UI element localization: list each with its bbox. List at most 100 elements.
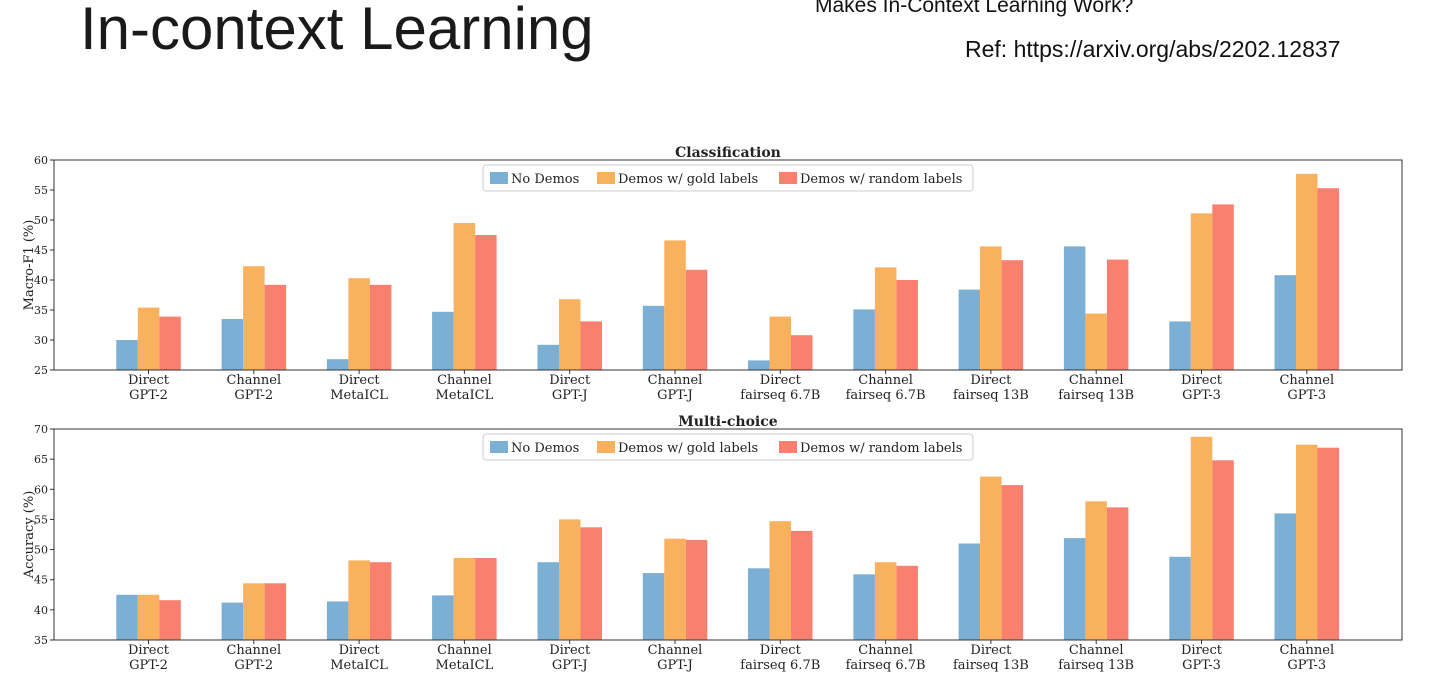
multichoice-xtick-label-line1: Channel (437, 643, 492, 658)
multichoice-bar-0-4 (537, 562, 559, 640)
classification-legend-label: No Demos (511, 172, 579, 187)
multichoice-xtick-label-line2: GPT-2 (234, 658, 273, 673)
classification-bar-1-1 (243, 266, 265, 370)
classification-xtick-label-line2: GPT-J (657, 388, 693, 403)
multichoice-xtick-label-line1: Channel (1279, 643, 1334, 658)
multichoice-legend-label: No Demos (511, 441, 579, 456)
classification-ylabel: Macro-F1 (%) (22, 220, 37, 311)
classification-xtick-label-line2: GPT-2 (234, 388, 273, 403)
multichoice-xtick-label-line2: fairseq 6.7B (740, 658, 820, 673)
classification-xtick-label-line1: Direct (760, 373, 802, 388)
classification-bar-2-10 (1212, 204, 1234, 370)
classification-legend-swatch (597, 172, 615, 184)
classification-ytick-label: 55 (34, 184, 48, 197)
classification-xtick-label-line2: fairseq 13B (1058, 388, 1134, 403)
classification-bar-2-5 (685, 269, 708, 370)
multichoice-bar-0-5 (642, 573, 665, 640)
multichoice-bar-0-1 (221, 602, 244, 640)
classification-bar-1-11 (1296, 173, 1318, 370)
multichoice-bar-0-7 (853, 574, 875, 640)
classification-bar-0-3 (432, 311, 454, 370)
classification-plot-frame (53, 159, 1403, 371)
multichoice-xtick-label-line1: Channel (1069, 643, 1124, 658)
multichoice-bar-2-11 (1317, 447, 1339, 640)
multichoice-bar-1-11 (1296, 444, 1318, 640)
classification-xtick-label-line1: Direct (339, 373, 381, 388)
classification-xtick-label-line1: Direct (549, 373, 591, 388)
classification-ytick-label: 60 (34, 154, 48, 167)
multichoice-bar-1-10 (1190, 436, 1213, 640)
multichoice-bar-1-2 (348, 560, 370, 640)
classification-bar-1-8 (980, 246, 1002, 370)
classification-xtick-label-line1: Channel (1279, 373, 1334, 388)
classification-bar-0-6 (748, 360, 770, 370)
multichoice-xtick-label-line2: GPT-J (552, 658, 588, 673)
multichoice-bar-2-8 (1001, 485, 1024, 640)
multichoice-bar-1-6 (769, 521, 791, 640)
multichoice-ytick-label: 35 (34, 634, 48, 647)
classification-bar-0-1 (221, 319, 244, 370)
classification-bar-0-0 (116, 340, 138, 370)
multichoice-bar-0-0 (116, 594, 138, 640)
multichoice-xtick-label-line1: Channel (858, 643, 913, 658)
multichoice-bar-1-5 (664, 538, 686, 640)
multichoice-legend-swatch (597, 441, 615, 453)
multichoice-bar-1-1 (243, 583, 265, 640)
classification-xtick-label-line1: Channel (648, 373, 703, 388)
classification-bar-0-5 (642, 305, 665, 370)
classification-bar-1-4 (559, 299, 581, 370)
multichoice-xtick-label-line2: fairseq 6.7B (846, 658, 926, 673)
multichoice-bar-2-10 (1212, 460, 1234, 640)
multichoice-bar-2-1 (264, 583, 287, 640)
classification-chart-title: Classification (675, 145, 781, 161)
multichoice-bar-2-4 (580, 527, 602, 640)
classification-ytick-label: 25 (34, 364, 48, 377)
classification-ytick-label: 45 (34, 244, 48, 257)
multichoice-bar-2-7 (896, 565, 918, 640)
classification-bar-1-7 (874, 267, 897, 370)
classification-ytick-label: 40 (34, 274, 48, 287)
classification-xtick-label-line2: fairseq 13B (953, 388, 1029, 403)
multichoice-bar-0-8 (958, 543, 981, 640)
classification-legend-label: Demos w/ gold labels (618, 172, 758, 187)
multichoice-bar-2-0 (159, 600, 181, 640)
classification-ytick-label: 35 (34, 304, 48, 317)
classification-bar-0-2 (326, 359, 349, 370)
classification-bar-2-7 (896, 280, 918, 370)
multichoice-ytick-label: 60 (34, 483, 48, 496)
classification-bar-2-8 (1001, 260, 1024, 370)
multichoice-xtick-label-line2: GPT-J (657, 658, 693, 673)
multichoice-xtick-label-line2: GPT-3 (1287, 658, 1326, 673)
multichoice-xtick-label-line1: Direct (1181, 643, 1223, 658)
classification-xtick-label-line2: GPT-2 (129, 388, 168, 403)
paper-title-partial: Makes In-Context Learning Work? (815, 0, 1134, 17)
classification-xtick-label-line2: fairseq 6.7B (846, 388, 926, 403)
multichoice-bar-2-6 (791, 530, 813, 640)
classification-xtick-label-line1: Direct (128, 373, 170, 388)
classification-bar-0-4 (537, 344, 559, 370)
classification-xtick-label-line2: GPT-3 (1287, 388, 1326, 403)
classification-xtick-label-line1: Channel (226, 373, 281, 388)
classification-xtick-label-line2: MetaICL (436, 388, 494, 403)
multichoice-ytick-label: 40 (34, 604, 48, 617)
multichoice-bar-1-8 (980, 476, 1002, 640)
classification-bar-2-2 (369, 284, 392, 370)
multichoice-xtick-label-line2: MetaICL (330, 658, 388, 673)
classification-bar-1-3 (453, 223, 476, 370)
classification-bar-1-10 (1190, 213, 1213, 370)
multichoice-ylabel: Accuracy (%) (22, 491, 37, 580)
multichoice-legend-box (482, 433, 974, 461)
multichoice-xtick-label-line1: Direct (128, 643, 170, 658)
multichoice-legend-label: Demos w/ gold labels (618, 441, 758, 456)
multichoice-bar-1-3 (453, 558, 476, 640)
classification-xtick-label-line1: Channel (437, 373, 492, 388)
multichoice-ytick-label: 55 (34, 513, 48, 526)
multichoice-xtick-label-line2: MetaICL (436, 658, 494, 673)
classification-xtick-label-line2: GPT-J (552, 388, 588, 403)
classification-xtick-label-line1: Channel (1069, 373, 1124, 388)
classification-bar-2-1 (264, 284, 287, 370)
multichoice-xtick-label-line2: fairseq 13B (953, 658, 1029, 673)
classification-bar-0-9 (1063, 246, 1086, 370)
multichoice-xtick-label-line1: Direct (970, 643, 1012, 658)
classification-legend-label: Demos w/ random labels (800, 172, 962, 187)
